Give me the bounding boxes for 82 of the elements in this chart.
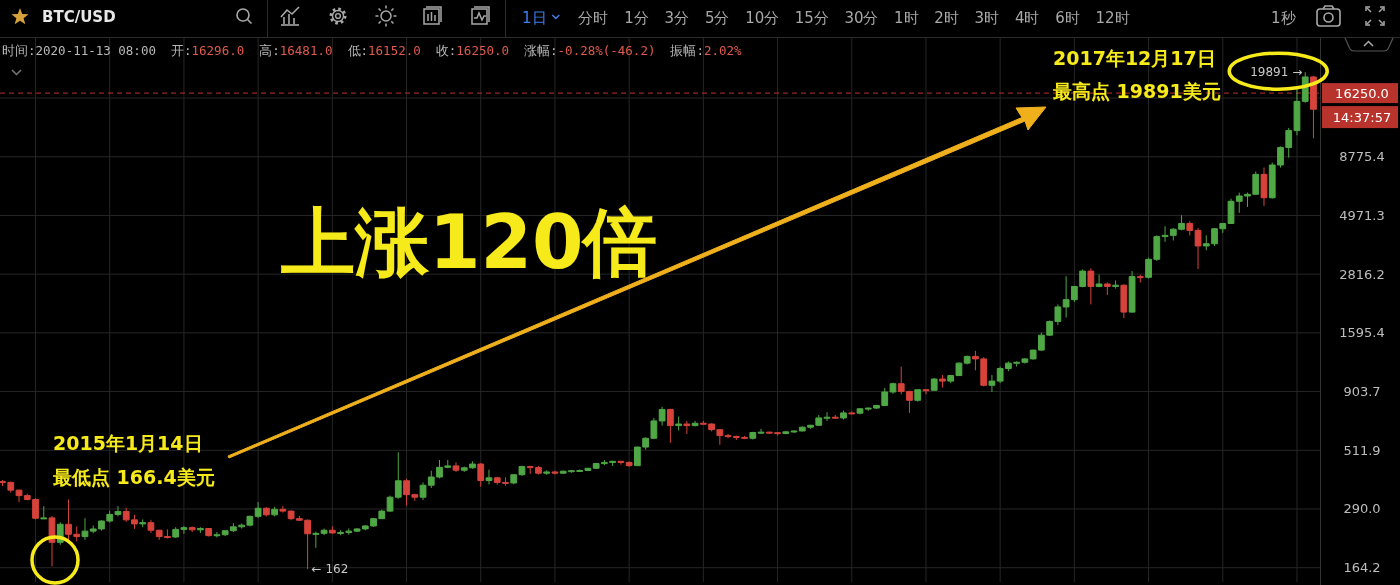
candlestick bbox=[213, 531, 221, 538]
candlestick bbox=[939, 374, 946, 388]
candlestick bbox=[963, 355, 971, 365]
candlestick bbox=[691, 420, 699, 427]
text: 6时 bbox=[1055, 9, 1080, 27]
text: 14:37:57 bbox=[1332, 110, 1392, 126]
text: 时间:2020-11-13 08:00 开:16296.0 高:16481.0 低:16152.0 收:16250.0 涨幅:-0.28%(-46.2) 振幅:2.02% bbox=[2, 43, 742, 58]
y-tick-label: 1595.4 bbox=[1339, 325, 1385, 341]
candlestick bbox=[1194, 227, 1202, 270]
candlestick bbox=[1136, 274, 1144, 283]
candlestick bbox=[1260, 167, 1268, 207]
y-tick-label: 8775.4 bbox=[1339, 149, 1385, 165]
text: 3时 bbox=[974, 9, 1000, 27]
ref-line-label: 16250.0 bbox=[1335, 86, 1389, 102]
candlestick bbox=[658, 406, 666, 427]
annotation: 2015年1月14日 bbox=[53, 432, 203, 454]
candlestick bbox=[922, 388, 930, 395]
y-tick-label: 290.0 bbox=[1343, 501, 1381, 517]
candlestick bbox=[914, 389, 922, 403]
chart-title: BTC/USD bbox=[42, 8, 116, 26]
candlestick bbox=[831, 414, 839, 420]
candlestick bbox=[782, 430, 790, 435]
text: 12时 bbox=[1095, 9, 1130, 27]
candlestick bbox=[320, 528, 328, 536]
candlestick bbox=[477, 462, 485, 488]
candlestick bbox=[551, 470, 559, 475]
candlestick bbox=[147, 519, 155, 534]
candlestick bbox=[1120, 283, 1128, 319]
candlestick bbox=[262, 506, 270, 517]
y-tick-label: 4971.3 bbox=[1339, 207, 1385, 223]
candlestick bbox=[757, 428, 765, 435]
candlestick bbox=[452, 461, 460, 473]
candlestick bbox=[139, 518, 147, 528]
candlestick bbox=[197, 526, 204, 534]
candlestick bbox=[1112, 279, 1119, 290]
annotation: 最高点 19891美元 bbox=[1052, 80, 1221, 102]
candlestick bbox=[675, 415, 682, 431]
text: 3分 bbox=[664, 9, 690, 27]
annotation: 19891 → bbox=[1250, 65, 1303, 80]
candlestick bbox=[840, 410, 847, 420]
text: 5分 bbox=[704, 9, 730, 27]
candlestick bbox=[625, 460, 633, 468]
candlestick bbox=[988, 374, 996, 393]
candlestick bbox=[1095, 274, 1103, 288]
candlestick bbox=[205, 527, 213, 538]
candlestick bbox=[848, 411, 856, 415]
y-tick-label: 2816.2 bbox=[1339, 266, 1385, 282]
annotation: 上涨120倍 bbox=[280, 199, 658, 285]
annotation: 2017年12月17日 bbox=[1053, 47, 1216, 69]
candlestick bbox=[749, 431, 757, 441]
candlestick bbox=[271, 506, 278, 517]
candlestick bbox=[1128, 270, 1136, 314]
text: 1时 bbox=[894, 9, 919, 27]
candlestick bbox=[188, 525, 196, 533]
text: 2时 bbox=[934, 9, 959, 27]
candlestick bbox=[279, 505, 287, 514]
text: 1分 bbox=[624, 9, 649, 27]
candlestick bbox=[1186, 220, 1194, 236]
annotation: ← 162 bbox=[311, 562, 349, 577]
text: 1秒 bbox=[1271, 9, 1296, 27]
candlestick bbox=[1087, 267, 1095, 305]
candlestick bbox=[617, 460, 625, 466]
text: 15分 bbox=[794, 9, 829, 27]
candlestick bbox=[683, 420, 691, 435]
text: 30分 bbox=[844, 9, 879, 27]
y-tick-label: 511.9 bbox=[1343, 442, 1381, 458]
y-tick-label: 903.7 bbox=[1343, 384, 1381, 400]
text: 10分 bbox=[745, 9, 780, 27]
candlestick bbox=[254, 501, 262, 519]
text: 4时 bbox=[1014, 9, 1040, 27]
annotation: 最低点 166.4美元 bbox=[52, 466, 215, 488]
candlestick bbox=[40, 505, 48, 520]
candlestick bbox=[328, 525, 336, 535]
candlestick bbox=[666, 408, 674, 444]
text: 1日 bbox=[522, 9, 547, 27]
candlestick bbox=[930, 377, 938, 392]
y-tick-label: 164.2 bbox=[1343, 560, 1381, 576]
text: 分时 bbox=[578, 9, 609, 27]
candlestick bbox=[312, 531, 320, 549]
candlestick bbox=[485, 469, 493, 485]
candlestick bbox=[543, 469, 551, 476]
candlestick bbox=[1103, 281, 1111, 296]
